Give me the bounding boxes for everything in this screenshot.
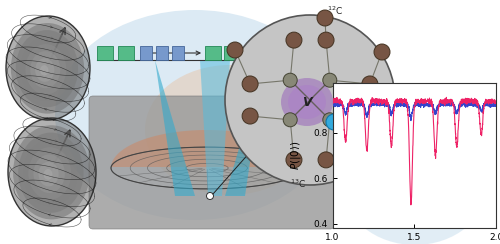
Circle shape bbox=[318, 152, 334, 168]
Circle shape bbox=[242, 108, 258, 124]
Ellipse shape bbox=[8, 118, 96, 226]
FancyBboxPatch shape bbox=[140, 46, 152, 60]
Ellipse shape bbox=[288, 85, 326, 119]
Ellipse shape bbox=[30, 51, 60, 88]
Circle shape bbox=[323, 113, 337, 127]
Circle shape bbox=[362, 76, 378, 92]
Circle shape bbox=[362, 108, 378, 124]
Polygon shape bbox=[225, 60, 265, 196]
FancyBboxPatch shape bbox=[97, 46, 113, 60]
Circle shape bbox=[206, 193, 214, 200]
Ellipse shape bbox=[6, 16, 90, 120]
Ellipse shape bbox=[342, 125, 488, 244]
Text: V: V bbox=[302, 96, 312, 110]
Ellipse shape bbox=[13, 125, 90, 219]
Y-axis label: $P(|0\rangle)$: $P(|0\rangle)$ bbox=[289, 141, 303, 170]
Circle shape bbox=[283, 73, 297, 87]
Ellipse shape bbox=[281, 78, 333, 126]
Circle shape bbox=[374, 44, 390, 60]
Circle shape bbox=[317, 10, 333, 26]
Text: $^{13}$C: $^{13}$C bbox=[290, 178, 306, 190]
Ellipse shape bbox=[40, 65, 48, 76]
FancyBboxPatch shape bbox=[156, 46, 168, 60]
Text: $^{12}$C: $^{12}$C bbox=[327, 5, 343, 17]
Ellipse shape bbox=[28, 147, 71, 200]
Circle shape bbox=[326, 114, 342, 130]
Polygon shape bbox=[200, 60, 230, 196]
FancyBboxPatch shape bbox=[205, 46, 221, 60]
Circle shape bbox=[286, 152, 302, 168]
Polygon shape bbox=[155, 60, 195, 196]
Ellipse shape bbox=[26, 44, 66, 95]
Circle shape bbox=[323, 73, 337, 87]
Circle shape bbox=[283, 113, 297, 127]
FancyBboxPatch shape bbox=[224, 46, 240, 60]
Ellipse shape bbox=[16, 30, 78, 107]
Ellipse shape bbox=[24, 140, 78, 206]
Ellipse shape bbox=[44, 169, 52, 180]
Ellipse shape bbox=[20, 37, 72, 101]
Polygon shape bbox=[111, 130, 303, 168]
Circle shape bbox=[286, 32, 302, 48]
Circle shape bbox=[318, 32, 334, 48]
Ellipse shape bbox=[35, 58, 54, 82]
FancyBboxPatch shape bbox=[89, 96, 334, 229]
Circle shape bbox=[225, 15, 395, 185]
Ellipse shape bbox=[18, 132, 84, 213]
Ellipse shape bbox=[38, 162, 58, 186]
FancyBboxPatch shape bbox=[118, 46, 134, 60]
Circle shape bbox=[242, 76, 258, 92]
Ellipse shape bbox=[34, 154, 65, 193]
Ellipse shape bbox=[145, 65, 315, 195]
Circle shape bbox=[227, 42, 243, 58]
Ellipse shape bbox=[55, 10, 335, 220]
Ellipse shape bbox=[11, 23, 84, 114]
FancyBboxPatch shape bbox=[172, 46, 184, 60]
Text: $^{14}$N: $^{14}$N bbox=[347, 114, 362, 126]
